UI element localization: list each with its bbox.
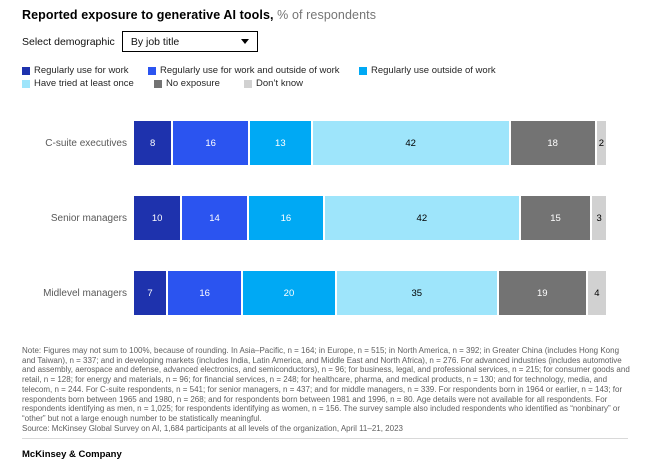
row-label: C-suite executives	[45, 137, 127, 149]
bar-segment: 7	[134, 271, 167, 315]
legend: Regularly use for work Regularly use for …	[22, 64, 496, 90]
footnote-text: Note: Figures may not sum to 100%, becau…	[22, 346, 630, 423]
bar-segment: 2	[596, 121, 606, 165]
source-text: Source: McKinsey Global Survey on AI, 1,…	[22, 423, 403, 433]
bar-segment: 19	[498, 271, 586, 315]
row-label: Midlevel managers	[43, 287, 127, 299]
legend-item: Don’t know	[244, 78, 303, 89]
stacked-bar: 10 14 16 42 15 3	[134, 196, 607, 240]
bar-segment: 16	[248, 196, 323, 240]
demographic-dropdown[interactable]: By job title	[121, 31, 258, 52]
dropdown-selected-value: By job title	[130, 35, 180, 48]
bar-segment: 35	[336, 271, 497, 315]
row-label: Senior managers	[50, 212, 127, 224]
legend-item: No exposure	[154, 78, 244, 89]
bar-segment: 14	[182, 196, 247, 240]
bar-segment: 13	[250, 121, 311, 165]
legend-row: Have tried at least once No exposure Don’t…	[22, 77, 496, 90]
bar-segment: 8	[134, 121, 172, 165]
bar-segment: 15	[520, 196, 591, 240]
bar-segment: 42	[312, 121, 509, 165]
bar-segment: 4	[587, 271, 606, 315]
page-subtitle: % of respondents	[273, 8, 377, 22]
stacked-bar: 8 16 13 42 18 2	[134, 121, 606, 165]
chart-row: Midlevel managers 7 16 20 35 19 4	[22, 271, 606, 315]
legend-label: Regularly use for work	[34, 65, 129, 76]
legend-item: Have tried at least once	[22, 78, 154, 89]
bar-segment: 10	[134, 196, 181, 240]
legend-row: Regularly use for work Regularly use for …	[22, 64, 496, 77]
legend-label: Don’t know	[256, 78, 303, 89]
bar-segment: 20	[243, 271, 335, 315]
stacked-bar: 7 16 20 35 19 4	[134, 271, 606, 315]
footnote-block: Note: Figures may not sum to 100%, becau…	[22, 346, 630, 433]
footer-divider	[22, 438, 628, 439]
brand-logo: McKinsey & Company	[22, 449, 122, 460]
legend-item: Regularly use for work and outside of wo…	[148, 65, 359, 76]
stacked-bar-chart: C-suite executives 8 16 13 42 18 2 Senior manag…	[22, 121, 607, 315]
legend-label: Regularly use for work and outside of wo…	[160, 65, 340, 76]
legend-swatch-icon	[359, 66, 367, 75]
legend-label: Have tried at least once	[34, 78, 134, 89]
legend-label: Regularly use outside of work	[371, 65, 496, 76]
demographic-controls: Select demographic By job title	[22, 31, 258, 52]
page-title: Reported exposure to generative AI tools…	[22, 8, 376, 22]
bar-segment: 3	[592, 196, 607, 240]
bar-segment: 18	[510, 121, 595, 165]
legend-swatch-icon	[22, 79, 30, 88]
bar-segment: 16	[173, 121, 248, 165]
legend-item: Regularly use outside of work	[359, 65, 496, 76]
legend-label: No exposure	[166, 78, 220, 89]
bar-segment: 16	[168, 271, 242, 315]
page-title-text: Reported exposure to generative AI tools…	[22, 8, 274, 22]
dropdown-label: Select demographic	[22, 35, 115, 48]
legend-item: Regularly use for work	[22, 65, 148, 76]
chevron-down-icon	[240, 39, 249, 44]
legend-swatch-icon	[244, 79, 252, 88]
chart-row: Senior managers 10 14 16 42 15 3	[22, 196, 607, 240]
legend-swatch-icon	[22, 66, 30, 75]
chart-row: C-suite executives 8 16 13 42 18 2	[22, 121, 606, 165]
bar-segment: 42	[324, 196, 519, 240]
legend-swatch-icon	[148, 66, 156, 75]
legend-swatch-icon	[154, 79, 162, 88]
